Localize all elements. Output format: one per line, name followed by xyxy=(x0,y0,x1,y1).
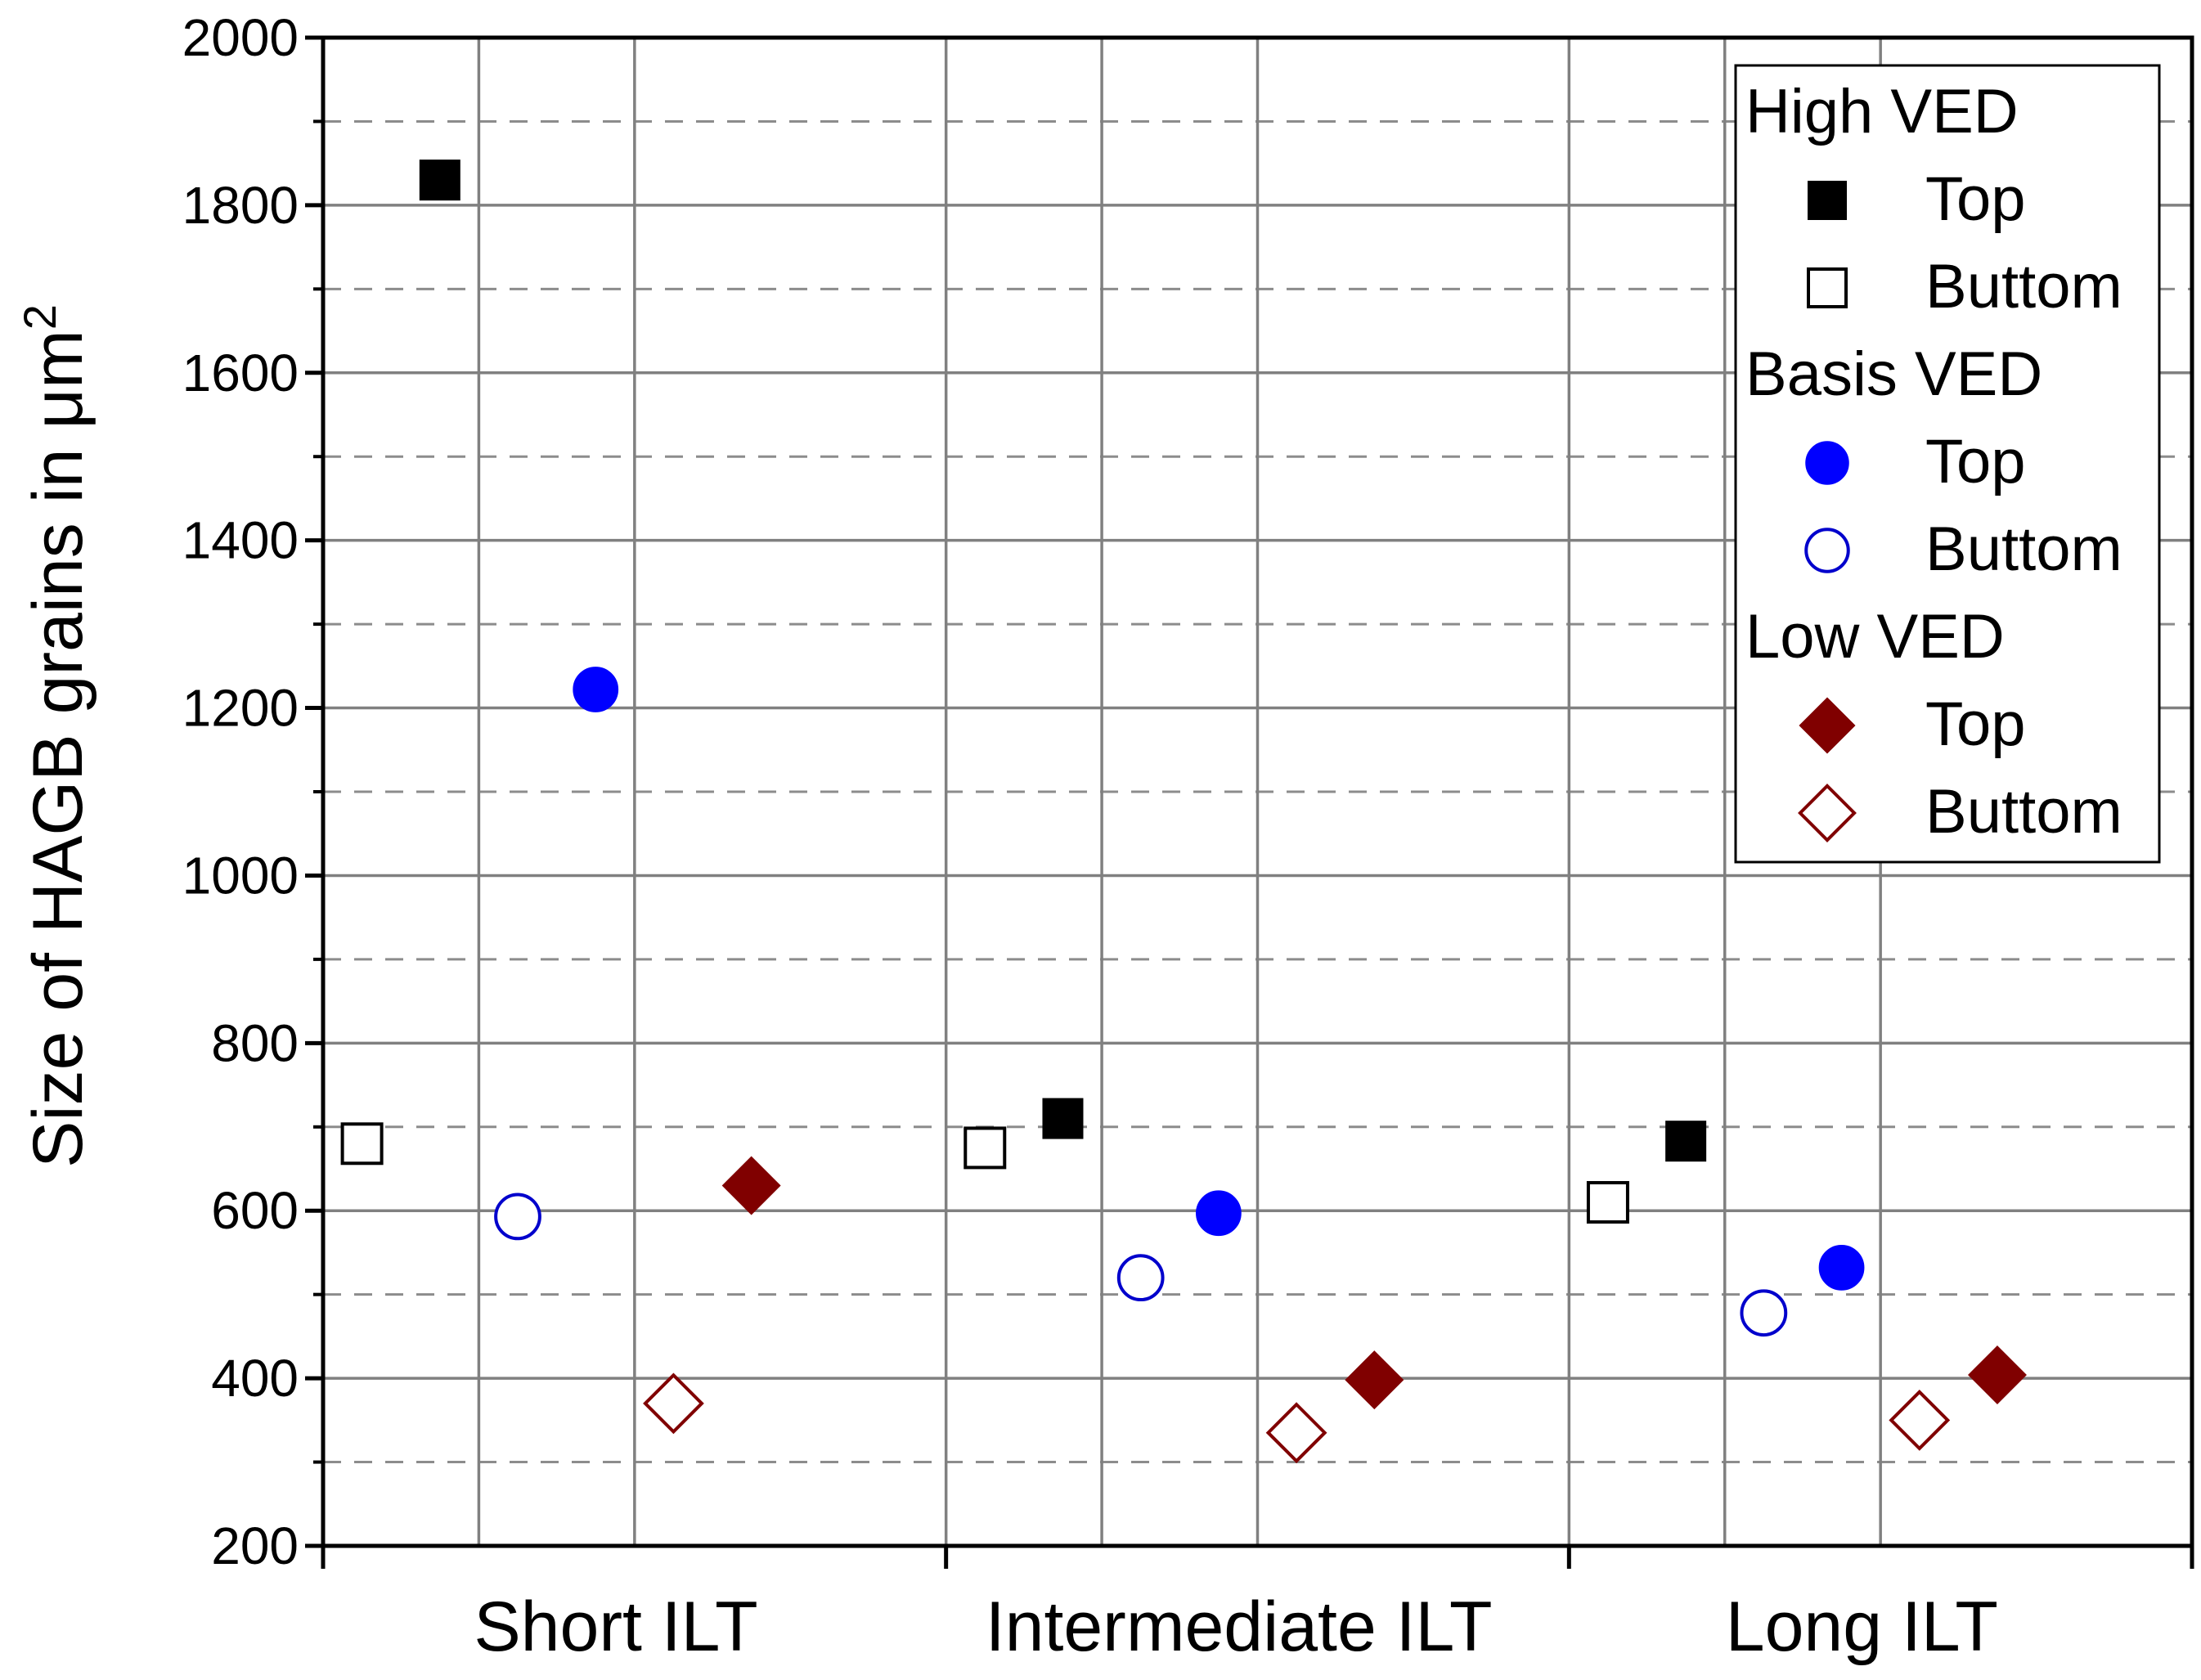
marker-low-ved-buttom xyxy=(1889,1389,1951,1451)
x-category-label: Long ILT xyxy=(1726,1588,1998,1666)
legend-series-label: Top xyxy=(1925,164,2026,234)
marker-basis-ved-top xyxy=(1818,1245,1865,1291)
legend-marker xyxy=(1798,784,1857,842)
y-tick-label: 1000 xyxy=(182,846,299,905)
y-tick-label: 1200 xyxy=(182,679,299,738)
marker-high-ved-buttom xyxy=(1586,1180,1629,1224)
marker-basis-ved-buttom xyxy=(1116,1254,1165,1302)
data-markers xyxy=(340,159,2027,1464)
legend-series-label: Top xyxy=(1925,690,2026,759)
y-axis-title: Size of HAGB grains in μm2 xyxy=(14,304,97,1168)
legend: High VED Top Buttom Basis VED Top Buttom Low V… xyxy=(1734,64,2161,864)
legend-marker xyxy=(1807,267,1848,308)
marker-basis-ved-buttom xyxy=(1740,1289,1788,1337)
marker-high-ved-top xyxy=(419,159,460,201)
marker-low-ved-buttom xyxy=(1265,1402,1327,1464)
axes: 200 400 600 800 1000 1200 1400 1600 1800 2000 Shor… xyxy=(182,8,2194,1666)
y-tick-label: 1800 xyxy=(182,176,299,235)
y-tick-label: 1400 xyxy=(182,511,299,570)
marker-high-ved-top xyxy=(1042,1098,1084,1139)
marker-high-ved-buttom xyxy=(963,1126,1007,1170)
y-tick-label: 1600 xyxy=(182,344,299,402)
legend-marker xyxy=(1799,697,1856,754)
y-tick-label: 2000 xyxy=(182,8,299,67)
marker-low-ved-top xyxy=(1345,1350,1404,1410)
marker-high-ved-top xyxy=(1665,1121,1707,1162)
marker-high-ved-buttom xyxy=(340,1122,384,1166)
legend-group-title: Basis VED xyxy=(1745,339,2042,409)
legend-group-title: High VED xyxy=(1745,77,2019,146)
legend-marker xyxy=(1804,528,1850,573)
marker-low-ved-top xyxy=(721,1156,781,1215)
legend-marker xyxy=(1805,441,1849,485)
x-category-label: Intermediate ILT xyxy=(986,1588,1493,1666)
marker-low-ved-top xyxy=(1968,1345,2027,1404)
legend-group-title: Low VED xyxy=(1745,602,2005,672)
y-tick-label: 600 xyxy=(211,1181,299,1240)
marker-basis-ved-top xyxy=(573,667,619,712)
x-category-label: Short ILT xyxy=(474,1588,757,1666)
y-axis-title-superscript: 2 xyxy=(14,304,65,330)
legend-series-label: Top xyxy=(1925,427,2026,496)
y-tick-label: 400 xyxy=(211,1349,299,1408)
y-tick-label: 800 xyxy=(211,1013,299,1072)
legend-marker xyxy=(1808,181,1847,220)
legend-series-label: Buttom xyxy=(1925,514,2122,584)
y-tick-label: 200 xyxy=(211,1516,299,1575)
marker-basis-ved-buttom xyxy=(494,1193,541,1241)
marker-basis-ved-top xyxy=(1196,1190,1242,1237)
legend-series-label: Buttom xyxy=(1925,777,2122,847)
y-axis-title-text: Size of HAGB grains in μm xyxy=(19,330,97,1168)
marker-low-ved-buttom xyxy=(643,1372,704,1435)
legend-series-label: Buttom xyxy=(1925,252,2122,321)
